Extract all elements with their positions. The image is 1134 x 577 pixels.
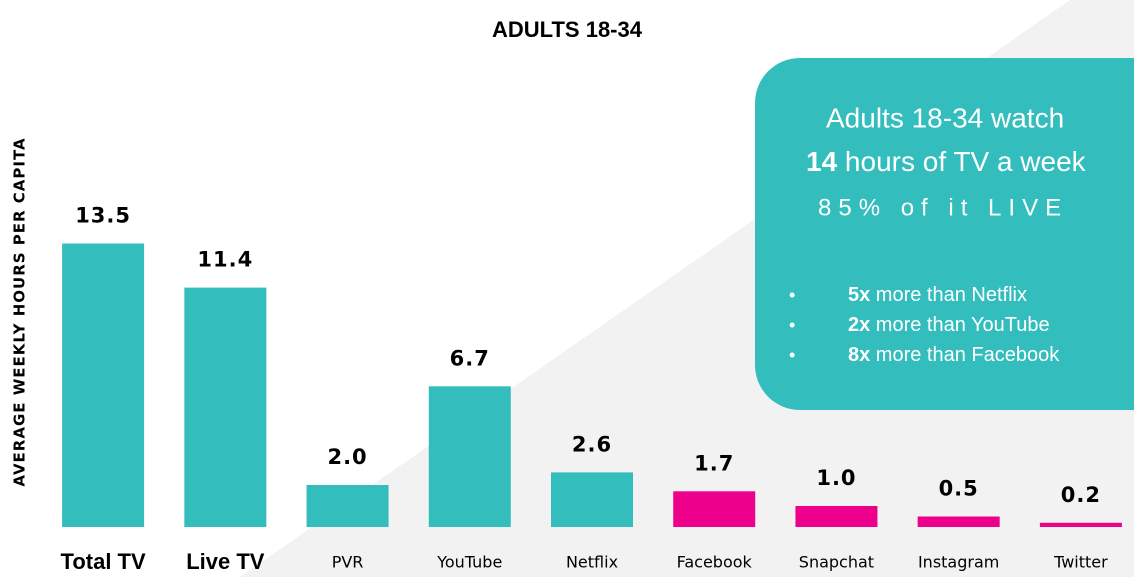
x-tick-label: YouTube — [436, 553, 502, 572]
value-label: 6.7 — [450, 346, 490, 370]
bullet-bold: 2x — [848, 314, 870, 336]
callout-line: 14 hours of TV a week — [806, 146, 1087, 177]
value-label: 1.7 — [694, 451, 734, 475]
x-tick-label: Live TV — [186, 549, 265, 574]
value-label: 2.0 — [327, 445, 367, 469]
callout: Adults 18-34 watch 14 hours of TV a week… — [755, 58, 1134, 410]
callout-line: 85% of it LIVE — [818, 194, 1068, 221]
value-label: 0.2 — [1061, 483, 1101, 507]
bar — [184, 287, 267, 527]
bullet-bold: 5x — [848, 284, 870, 306]
bar — [62, 243, 145, 527]
callout-bullets: • 5x more than Netflix • 2x more than YouTu… — [789, 284, 1060, 366]
bullet-text: more than Facebook — [870, 344, 1060, 366]
bar — [795, 506, 878, 527]
value-label: 2.6 — [572, 432, 612, 456]
bar — [917, 516, 1000, 527]
bullet: 8x more than Facebook — [848, 344, 1060, 366]
bar — [1039, 522, 1122, 527]
bar — [551, 472, 633, 527]
x-tick-label: Instagram — [918, 553, 999, 572]
bullet: 2x more than YouTube — [848, 314, 1050, 336]
value-label: 13.5 — [75, 204, 131, 228]
value-label: 0.5 — [939, 477, 979, 501]
bar — [428, 386, 511, 527]
bullet: 5x more than Netflix — [848, 284, 1027, 306]
bar — [673, 491, 756, 527]
bar — [306, 485, 389, 527]
x-tick-label: Snapchat — [799, 553, 874, 572]
value-label: 1.0 — [816, 466, 856, 490]
value-label: 11.4 — [197, 248, 253, 272]
callout-text: hours of TV a week — [837, 146, 1087, 177]
bullet-dot: • — [789, 345, 795, 365]
callout-bold: 14 — [806, 146, 838, 177]
bullet-bold: 8x — [848, 344, 870, 366]
chart-title: ADULTS 18-34 — [492, 17, 643, 42]
bullet-dot: • — [789, 285, 795, 305]
callout-box — [755, 58, 1134, 410]
x-tick-label: PVR — [332, 553, 364, 572]
y-axis-label: AVERAGE WEEKLY HOURS PER CAPITA — [11, 137, 29, 486]
x-tick-label: Netflix — [566, 553, 618, 572]
bullet-text: more than YouTube — [870, 314, 1049, 336]
x-tick-label: Twitter — [1053, 553, 1108, 572]
callout-line: Adults 18-34 watch — [826, 102, 1064, 133]
bullet-dot: • — [789, 315, 795, 335]
bullet-text: more than Netflix — [870, 284, 1027, 306]
x-tick-label: Facebook — [677, 553, 753, 572]
x-tick-label: Total TV — [61, 549, 146, 574]
